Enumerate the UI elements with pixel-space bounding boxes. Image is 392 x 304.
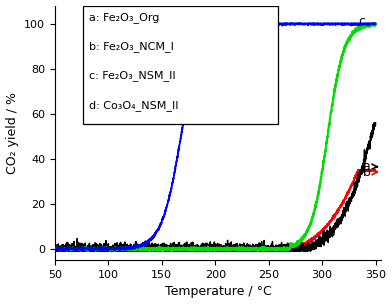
Text: d: d — [267, 15, 274, 28]
Text: b: b — [363, 166, 377, 179]
Text: a: Fe₂O₃_Org: a: Fe₂O₃_Org — [89, 12, 160, 23]
Text: b: Fe₂O₃_NCM_I: b: Fe₂O₃_NCM_I — [89, 41, 174, 52]
Text: d: Co₃O₄_NSM_II: d: Co₃O₄_NSM_II — [89, 100, 179, 111]
Text: c: Fe₂O₃_NSM_II: c: Fe₂O₃_NSM_II — [89, 71, 176, 81]
Y-axis label: CO₂ yield / %: CO₂ yield / % — [5, 92, 18, 174]
Text: a: a — [363, 160, 377, 173]
Text: c: c — [358, 15, 365, 28]
X-axis label: Temperature / °C: Temperature / °C — [165, 285, 271, 299]
FancyBboxPatch shape — [83, 5, 278, 124]
